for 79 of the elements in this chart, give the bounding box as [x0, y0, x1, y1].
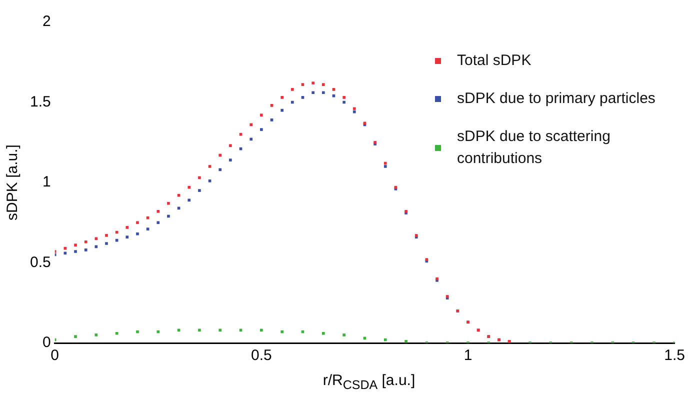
point [229, 144, 232, 147]
point [270, 104, 274, 107]
point [312, 91, 314, 94]
point [322, 332, 325, 335]
legend-label: sDPK due to primary particles [457, 89, 656, 109]
legend-label: sDPK due to scattering contributions [457, 127, 612, 169]
point [84, 248, 88, 252]
point [322, 83, 325, 86]
point [198, 176, 201, 180]
y-tick-label: 0.5 [30, 254, 51, 271]
point [167, 214, 170, 218]
point [301, 96, 304, 99]
point [229, 158, 232, 162]
point [146, 228, 150, 230]
point [384, 338, 387, 342]
point [218, 154, 222, 157]
point [352, 110, 356, 114]
point [177, 194, 180, 197]
point [342, 100, 346, 104]
point [239, 328, 242, 332]
point [105, 234, 108, 237]
point [250, 123, 253, 126]
legend-label: Total sDPK [457, 51, 532, 71]
point [404, 340, 408, 343]
point [250, 138, 253, 141]
y-tick-label: 2 [42, 13, 51, 30]
point [291, 88, 294, 91]
x-tick-label: 0.5 [250, 347, 272, 364]
point [218, 328, 222, 332]
y-tick-label: 0 [42, 334, 51, 352]
point [74, 250, 77, 253]
point [208, 165, 212, 168]
point [198, 189, 201, 192]
y-tick-label: 1 [42, 174, 51, 191]
point [105, 242, 108, 245]
y-axis-title: sDPK [a.u.] [4, 144, 22, 220]
point [322, 91, 325, 94]
point [136, 330, 139, 334]
point [156, 330, 160, 334]
point [136, 221, 139, 224]
point [177, 328, 180, 332]
point [156, 221, 160, 224]
point [342, 334, 346, 336]
point [218, 168, 222, 172]
point [301, 83, 304, 86]
x-tick-label: 1 [464, 347, 472, 364]
x-axis-title: r/R$_{CSDA}$ [a.u.] [322, 372, 416, 392]
point [156, 210, 160, 213]
point [126, 236, 129, 238]
point [280, 108, 284, 112]
point [167, 202, 170, 205]
point [342, 96, 346, 99]
point [332, 88, 336, 91]
point [384, 162, 387, 165]
point [270, 118, 274, 122]
y-tick-label: 1.5 [30, 93, 51, 110]
x-tick-label: 1.5 [664, 347, 686, 364]
point [64, 252, 67, 255]
point [198, 328, 201, 332]
point [115, 332, 118, 335]
point [94, 334, 98, 336]
point [74, 244, 77, 247]
point [291, 100, 294, 104]
point [188, 186, 191, 189]
point [312, 82, 314, 84]
point [74, 335, 77, 338]
point [239, 132, 242, 136]
point [280, 330, 284, 334]
point [260, 114, 263, 117]
point [188, 198, 191, 202]
point [84, 240, 88, 244]
point [260, 128, 263, 131]
point [384, 165, 387, 168]
point [136, 232, 139, 236]
point [126, 226, 129, 229]
point [352, 107, 356, 110]
point [260, 328, 263, 332]
point [280, 96, 284, 99]
point [208, 179, 212, 182]
